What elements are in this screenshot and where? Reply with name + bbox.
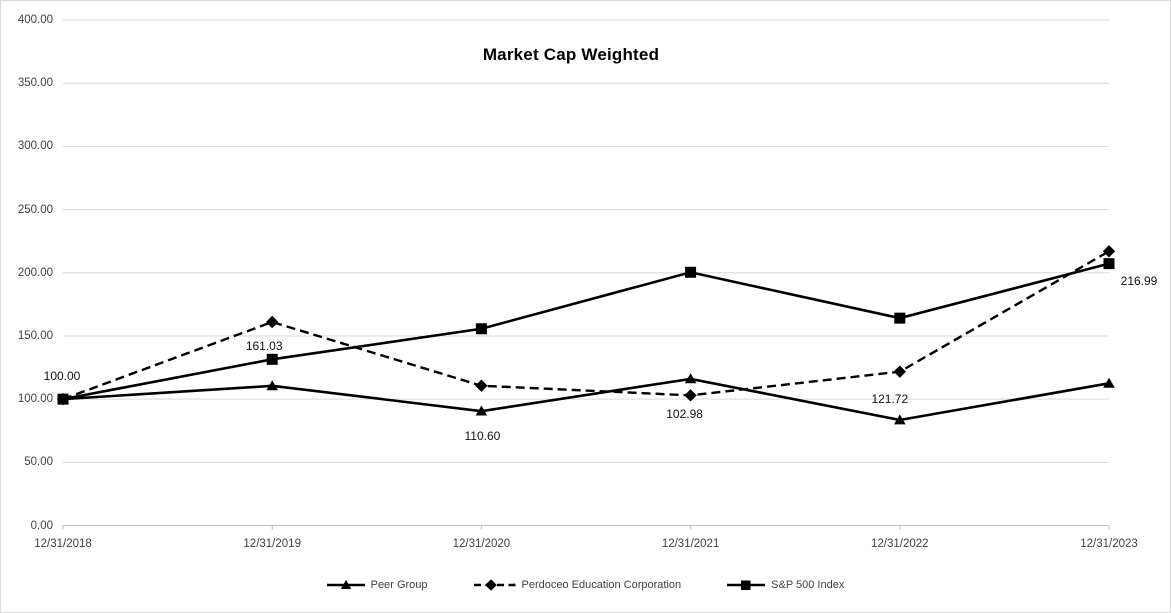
x-axis-tick-label: 12/31/2021	[661, 538, 720, 550]
sp500-line-square-marker-icon	[727, 580, 766, 590]
chart-title: Market Cap Weighted	[482, 45, 660, 64]
peer-group-line-triangle-marker-icon	[326, 580, 365, 589]
legend: Peer Group Perdoceo Education Corporatio…	[1, 579, 1170, 591]
y-axis-tick-label: 100.00	[17, 393, 53, 406]
legend-label-sp500: S&P 500 Index	[771, 579, 845, 591]
x-axis-tick-label: 12/31/2018	[34, 538, 92, 550]
data-label: 216.99	[1120, 274, 1158, 289]
data-label: 100.00	[43, 369, 81, 384]
legend-item-peer-group: Peer Group	[326, 579, 428, 591]
y-axis-tick-label: 200.00	[17, 266, 53, 279]
legend-item-sp500: S&P 500 Index	[727, 579, 844, 591]
y-axis-tick-label: 250.00	[17, 203, 53, 216]
x-axis-tick-label: 12/31/2022	[871, 538, 929, 550]
y-axis-tick-label: 350.00	[17, 77, 53, 90]
legend-label-perdoceo: Perdoceo Education Corporation	[521, 579, 682, 591]
legend-label-peer-group: Peer Group	[370, 579, 428, 591]
x-axis-tick-label: 12/31/2019	[243, 538, 301, 550]
data-label: 102.98	[666, 407, 703, 422]
x-axis-tick-label: 12/31/2023	[1080, 538, 1138, 550]
y-axis-tick-label: 50.00	[24, 456, 53, 469]
y-axis-tick-label: 0.00	[30, 519, 53, 532]
data-label: 110.60	[464, 428, 501, 443]
y-axis-tick-label: 300.00	[17, 140, 53, 153]
perdoceo-dashed-line-diamond-marker-icon	[473, 579, 516, 591]
y-axis-tick-label: 150.00	[17, 329, 53, 342]
legend-item-perdoceo: Perdoceo Education Corporation	[473, 579, 682, 591]
data-label: 121.72	[871, 391, 909, 406]
y-axis-tick-label: 400.00	[17, 14, 53, 26]
data-label: 161.03	[245, 338, 283, 353]
x-axis-tick-label: 12/31/2020	[452, 538, 511, 550]
